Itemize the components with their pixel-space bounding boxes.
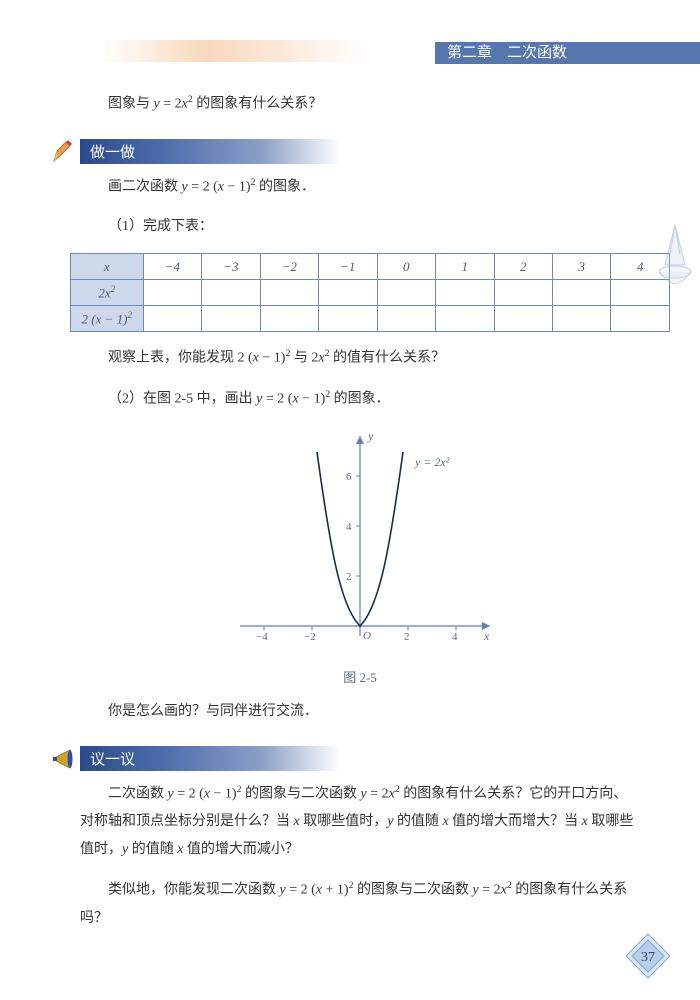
table-cell: −1 [319,254,377,280]
table-cell: 2 [494,254,552,280]
row-header: 2 (x − 1)2 [71,306,144,332]
header-accent [100,40,370,62]
graph-figure: y x y = 2x² 6 4 2 −4 −2 O 2 4 [80,426,640,661]
x-tick: −2 [304,631,316,643]
x-axis-label: x [483,629,490,643]
value-table: x −4 −3 −2 −1 0 1 2 3 4 2x2 2 (x − 1)2 [70,253,670,332]
discuss-p1: 二次函数 y = 2 (x − 1)2 的图象与二次函数 y = 2x2 的图象… [80,780,640,865]
section-do-it: 做一做 [50,139,640,165]
table-cell: 1 [436,254,494,280]
table-cell: −4 [143,254,201,280]
section-label: 做一做 [80,139,340,164]
task-line-2: （1）完成下表： [80,213,640,241]
task-line-4: （2）在图 2-5 中，画出 y = 2 (x − 1)2 的图象． [80,385,640,414]
row-header: 2x2 [71,280,144,306]
svg-text:37: 37 [641,950,655,965]
row-header: x [71,254,144,280]
x-tick: 2 [404,631,410,643]
x-tick: 4 [452,631,458,643]
x-tick: −4 [256,631,268,643]
y-tick: 2 [346,571,352,583]
y-tick: 6 [346,471,352,483]
page-header: 第二章 二次函数 [0,0,700,65]
page-number-badge: 37 [624,932,672,980]
table-row: x −4 −3 −2 −1 0 1 2 3 4 [71,254,670,280]
margin-decoration [650,220,700,300]
chapter-label: 第二章 二次函数 [435,42,700,64]
y-tick: 4 [346,521,352,533]
observe-text: 观察上表，你能发现 2 (x − 1)2 与 2x2 的值有什么关系？ [80,344,640,373]
table-cell: −3 [202,254,260,280]
table-row: 2x2 [71,280,670,306]
page-content: 图象与 y = 2x2 的图象有什么关系？ 做一做 画二次函数 y = 2 (x… [0,65,700,933]
figure-caption: 图 2-5 [80,667,640,686]
discuss-p2: 类似地，你能发现二次函数 y = 2 (x + 1)2 的图象与二次函数 y =… [80,876,640,933]
table-cell: 3 [552,254,610,280]
origin-label: O [363,630,371,642]
task-line-1: 画二次函数 y = 2 (x − 1)2 的图象． [80,173,640,202]
discuss-text: 你是怎么画的？与同伴进行交流． [80,698,640,726]
table-row: 2 (x − 1)2 [71,306,670,332]
table-cell: −2 [260,254,318,280]
intro-text: 图象与 y = 2x2 的图象有什么关系？ [80,90,640,119]
y-axis-label: y [367,429,374,443]
section-label: 议一议 [80,746,340,771]
section-discuss: 议一议 [50,746,640,772]
table-cell: 0 [377,254,435,280]
pencil-icon [50,139,76,165]
horn-icon [50,746,76,772]
curve-label: y = 2x² [414,455,450,469]
